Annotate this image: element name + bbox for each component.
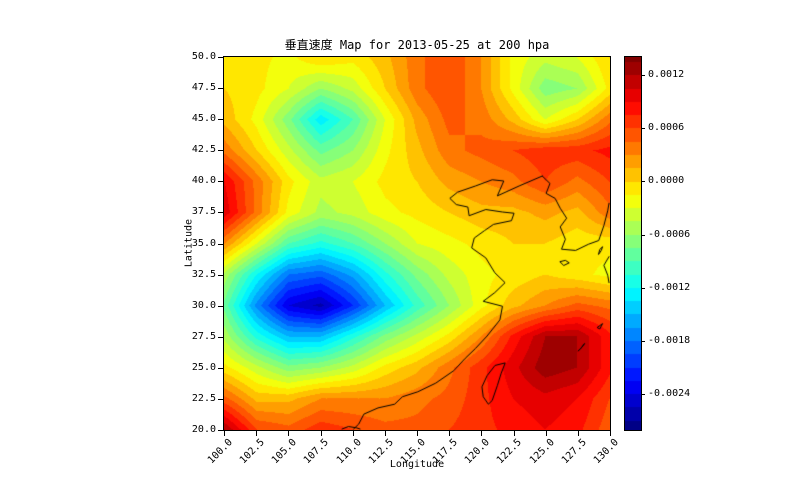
x-tick-mark bbox=[224, 431, 225, 436]
x-tick-mark bbox=[545, 431, 547, 436]
x-tick-label: 107.5 bbox=[302, 437, 332, 467]
colorbar-tick-label: 0.0000 bbox=[648, 175, 685, 187]
x-tick-mark bbox=[481, 431, 483, 436]
colorbar-tick-mark bbox=[641, 181, 645, 183]
y-tick-mark bbox=[218, 430, 223, 431]
colorbar-tick-mark bbox=[641, 341, 645, 343]
colorbar-tick-label: 0.0006 bbox=[648, 122, 685, 134]
y-tick-mark bbox=[218, 398, 223, 400]
colorbar-tick-mark bbox=[641, 394, 645, 396]
x-tick-mark bbox=[256, 431, 258, 436]
y-tick-mark bbox=[218, 336, 223, 338]
y-tick-mark bbox=[218, 57, 223, 58]
x-tick-mark bbox=[449, 431, 451, 436]
y-tick-label: 47.5 bbox=[191, 82, 216, 94]
y-tick-mark bbox=[218, 305, 223, 307]
y-tick-mark bbox=[218, 181, 223, 183]
y-tick-label: 37.5 bbox=[191, 206, 216, 218]
x-tick-mark bbox=[610, 431, 611, 436]
x-tick-label: 130.0 bbox=[591, 437, 621, 467]
y-tick-label: 40.0 bbox=[191, 175, 216, 187]
x-tick-mark bbox=[577, 431, 579, 436]
x-tick-label: 102.5 bbox=[237, 437, 267, 467]
y-tick-mark bbox=[218, 367, 223, 369]
y-tick-mark bbox=[218, 212, 223, 214]
colorbar-tick-label: -0.0018 bbox=[648, 335, 691, 347]
colorbar-tick-mark bbox=[641, 287, 645, 289]
x-tick-label: 100.0 bbox=[205, 437, 235, 467]
x-tick-label: 122.5 bbox=[495, 437, 525, 467]
colorbar-tick-mark bbox=[641, 128, 645, 130]
x-tick-label: 110.0 bbox=[334, 437, 364, 467]
x-axis-label: Longitude bbox=[389, 459, 445, 470]
y-tick-mark bbox=[218, 88, 223, 90]
colorbar-tick-label: -0.0012 bbox=[648, 281, 691, 293]
colorbar-canvas bbox=[625, 57, 641, 430]
x-tick-label: 120.0 bbox=[463, 437, 493, 467]
colorbar-tick-mark bbox=[641, 74, 645, 76]
y-tick-mark bbox=[218, 119, 223, 121]
x-tick-mark bbox=[320, 431, 322, 436]
x-tick-label: 117.5 bbox=[430, 437, 460, 467]
y-tick-mark bbox=[218, 274, 223, 276]
y-tick-mark bbox=[218, 243, 223, 245]
colorbar bbox=[624, 56, 642, 431]
colorbar-tick-label: 0.0012 bbox=[648, 68, 685, 80]
y-tick-label: 32.5 bbox=[191, 268, 216, 280]
colorbar-tick-mark bbox=[641, 234, 645, 236]
y-tick-label: 27.5 bbox=[191, 330, 216, 342]
x-tick-label: 125.0 bbox=[527, 437, 557, 467]
plot-area bbox=[223, 56, 611, 431]
y-tick-mark bbox=[218, 150, 223, 152]
x-tick-mark bbox=[288, 431, 290, 436]
colorbar-tick-label: -0.0024 bbox=[648, 388, 691, 400]
x-tick-label: 127.5 bbox=[559, 437, 589, 467]
x-tick-mark bbox=[417, 431, 418, 436]
x-tick-mark bbox=[513, 431, 515, 436]
plot-title: 垂直速度 Map for 2013-05-25 at 200 hpa bbox=[284, 38, 550, 52]
y-tick-label: 22.5 bbox=[191, 392, 216, 404]
colorbar-tick-label: -0.0006 bbox=[648, 228, 691, 240]
y-tick-label: 25.0 bbox=[191, 361, 216, 373]
y-tick-label: 45.0 bbox=[191, 113, 216, 125]
y-tick-label: 50.0 bbox=[191, 51, 216, 62]
x-tick-mark bbox=[384, 431, 386, 436]
x-tick-mark bbox=[352, 431, 354, 436]
y-tick-label: 20.0 bbox=[191, 424, 216, 435]
contour-field-canvas bbox=[224, 57, 610, 430]
x-tick-label: 105.0 bbox=[270, 437, 300, 467]
y-tick-label: 35.0 bbox=[191, 237, 216, 249]
y-tick-label: 30.0 bbox=[191, 299, 216, 311]
y-tick-label: 42.5 bbox=[191, 144, 216, 156]
